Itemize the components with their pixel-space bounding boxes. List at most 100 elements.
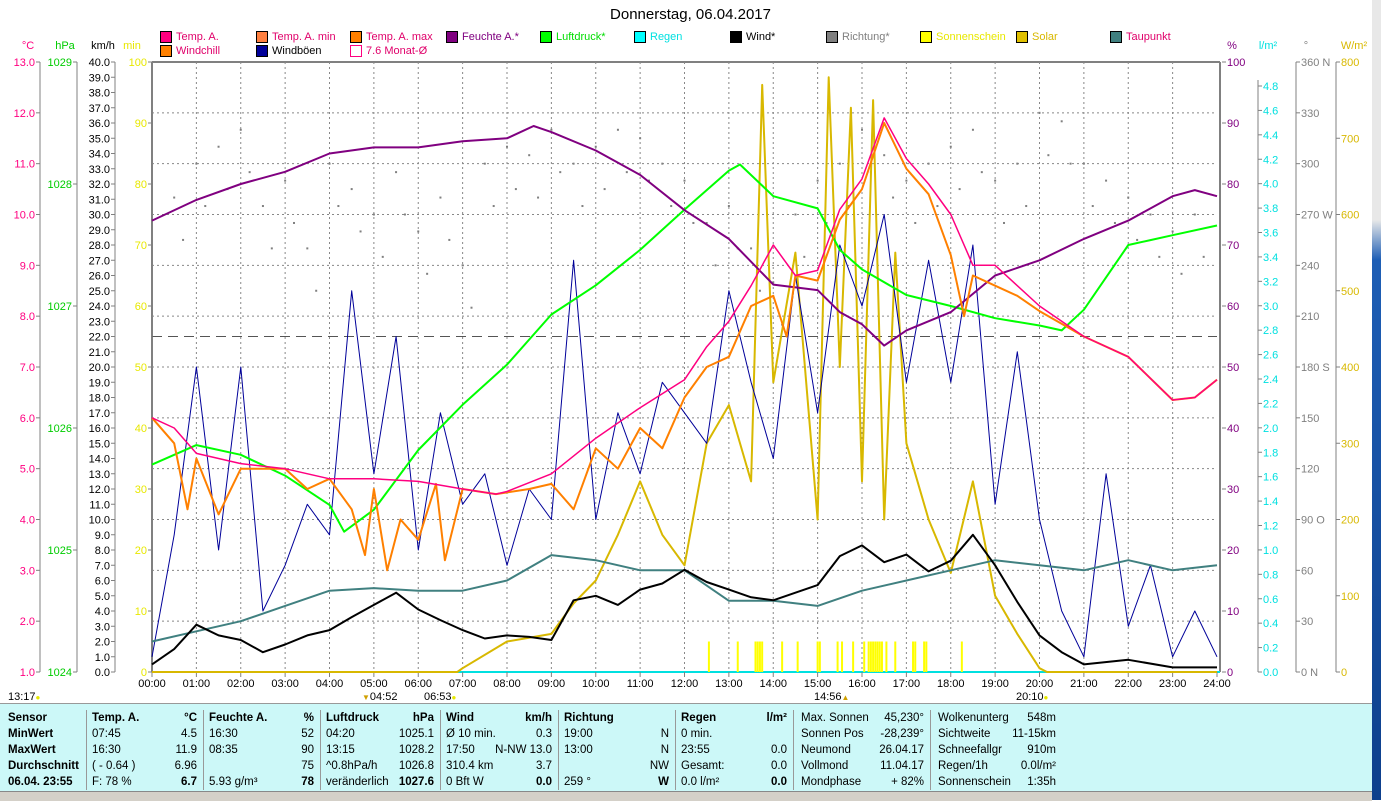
axis-tick-label: 37.0 xyxy=(89,103,110,115)
panel-label: 23:55 xyxy=(681,744,710,756)
panel-row: 08:35 90 xyxy=(203,742,320,758)
weather-chart: °C 1.0 2.0 3.0 4.0 5.0 6.0 7.0 8.0 9.0 10.0 11.0 12.… xyxy=(14,40,1368,690)
axis-tick-label: 70 xyxy=(1227,240,1239,252)
astro-marker-time: 13:17 xyxy=(8,691,36,703)
direction-point xyxy=(403,213,406,216)
panel-row: MaxWert xyxy=(2,742,86,758)
axis-tick-label: 1.8 xyxy=(1263,447,1278,459)
panel-col-sun: Max. Sonnen 45,230° Sonnen Pos -28,239° Neum… xyxy=(795,710,931,790)
axis-tick-label: 2.0 xyxy=(1263,423,1278,435)
legend-swatch xyxy=(730,31,742,43)
panel-label: 5.93 g/m³ xyxy=(209,776,258,788)
direction-point xyxy=(528,154,531,157)
axis-tick-label: 19.0 xyxy=(89,377,110,389)
direction-point xyxy=(217,145,220,148)
series-humidity-line xyxy=(151,125,1218,347)
sunshine-bar xyxy=(876,641,879,672)
legend-item: Feuchte A.* xyxy=(446,31,519,43)
direction-point xyxy=(1038,111,1041,114)
panel-label: Regen xyxy=(681,712,717,724)
direction-point xyxy=(572,162,575,165)
panel-row: ^0.8hPa/h 1026.8 xyxy=(320,758,440,774)
panel-row: Sensor xyxy=(2,710,86,726)
legend-label: Windchill xyxy=(176,45,221,57)
legend-label: Taupunkt xyxy=(1126,31,1171,43)
axis-tick-label: 33.0 xyxy=(89,164,110,176)
panel-row: Neumond 26.04.17 xyxy=(795,742,930,758)
direction-point xyxy=(1047,154,1050,157)
direction-point xyxy=(803,255,806,258)
moonset-icon: ▼ xyxy=(362,693,370,702)
axis-tick-label: 1029 xyxy=(48,57,72,69)
legend-label: Temp. A. xyxy=(176,31,219,43)
direction-point xyxy=(772,281,775,284)
legend-item: Temp. A. xyxy=(160,31,219,43)
axis-tick-label: 0 N xyxy=(1301,667,1318,679)
direction-point xyxy=(372,213,375,216)
legend-swatch xyxy=(634,31,646,43)
direction-point xyxy=(648,179,650,182)
panel-value: 3.7 xyxy=(536,760,552,772)
panel-value: l/m² xyxy=(766,712,787,724)
axis-tick-label: 27.0 xyxy=(89,255,110,267)
panel-label: Schneefallgr xyxy=(938,744,1002,756)
axis-tick-label: 200 xyxy=(1341,515,1359,527)
direction-point xyxy=(270,247,273,250)
legend-item: Regen xyxy=(634,31,682,43)
direction-point xyxy=(861,128,863,131)
direction-point xyxy=(537,196,540,199)
axis-tick-label: 18.0 xyxy=(89,393,110,405)
legend-item: Wind* xyxy=(730,31,775,43)
axis-tick-label: 3.0 xyxy=(95,621,110,633)
direction-point xyxy=(461,264,464,267)
panel-value: 0.0 xyxy=(771,776,787,788)
direction-point xyxy=(683,179,686,182)
axis-tick-label: 5.0 xyxy=(20,464,35,476)
panel-col-temp: Temp. A. °C 07:45 4.5 16:30 11.9 ( - 0.64 ) 6.9… xyxy=(86,710,204,790)
direction-point xyxy=(980,171,983,174)
axis-tick-label: 35.0 xyxy=(89,133,110,145)
axis-tick-label: 2.8 xyxy=(1263,325,1278,337)
panel-col-extra: Wolkenunterg 548m Sichtweite 11-15km Schneef… xyxy=(932,710,1062,790)
panel-row: Regen l/m² xyxy=(675,710,793,726)
sunshine-bar xyxy=(863,641,866,672)
x-tick-label: 11:00 xyxy=(627,678,654,690)
astro-marker-time: 04:52 xyxy=(369,691,398,703)
legend-swatch xyxy=(160,31,172,43)
panel-label: Gesamt: xyxy=(681,760,725,772)
direction-point xyxy=(1149,213,1152,216)
direction-point xyxy=(670,205,673,208)
direction-point xyxy=(195,162,198,165)
direction-point xyxy=(994,179,997,182)
legend-item: Taupunkt xyxy=(1110,31,1171,43)
axis-tick-label: 30 xyxy=(135,484,147,496)
axis-tick-label: 1.0 xyxy=(95,652,110,664)
direction-point xyxy=(1003,221,1005,224)
summary-panel: Sensor MinWert MaxWert Durchschnitt 06.04. 2… xyxy=(0,703,1372,792)
x-tick-label: 03:00 xyxy=(271,678,299,690)
direction-point xyxy=(1082,162,1085,165)
sunshine-bar xyxy=(914,641,917,672)
panel-value: 1025.1 xyxy=(398,728,434,740)
panel-row: Richtung xyxy=(558,710,675,726)
x-tick-label: 19:00 xyxy=(981,678,1009,690)
x-tick-label: 21:00 xyxy=(1070,678,1098,690)
axis-tick-label: 0.4 xyxy=(1263,618,1278,630)
axis-tick-label: 40 xyxy=(135,423,147,435)
axis-tick-label: 13.0 xyxy=(89,469,110,481)
axis-tick-label: 3.8 xyxy=(1263,203,1278,215)
direction-point xyxy=(794,213,797,216)
sunset-icon: ● xyxy=(1043,693,1049,702)
direction-point xyxy=(173,196,176,199)
sunshine-bar xyxy=(960,641,963,672)
panel-row: Ø 10 min. 0.3 xyxy=(440,726,558,742)
axis-tick-label: 1024 xyxy=(48,667,72,679)
panel-label: Sensor xyxy=(8,712,47,724)
panel-value: 0.0 xyxy=(536,776,552,788)
axis-unit-label: l/m² xyxy=(1259,40,1278,52)
axis-tick-label: 12.0 xyxy=(89,484,110,496)
panel-row: F: 78 % 6.7 xyxy=(86,774,203,790)
direction-point xyxy=(958,188,961,191)
legend-swatch xyxy=(160,45,172,57)
axis-tick-label: 240 xyxy=(1301,260,1319,272)
